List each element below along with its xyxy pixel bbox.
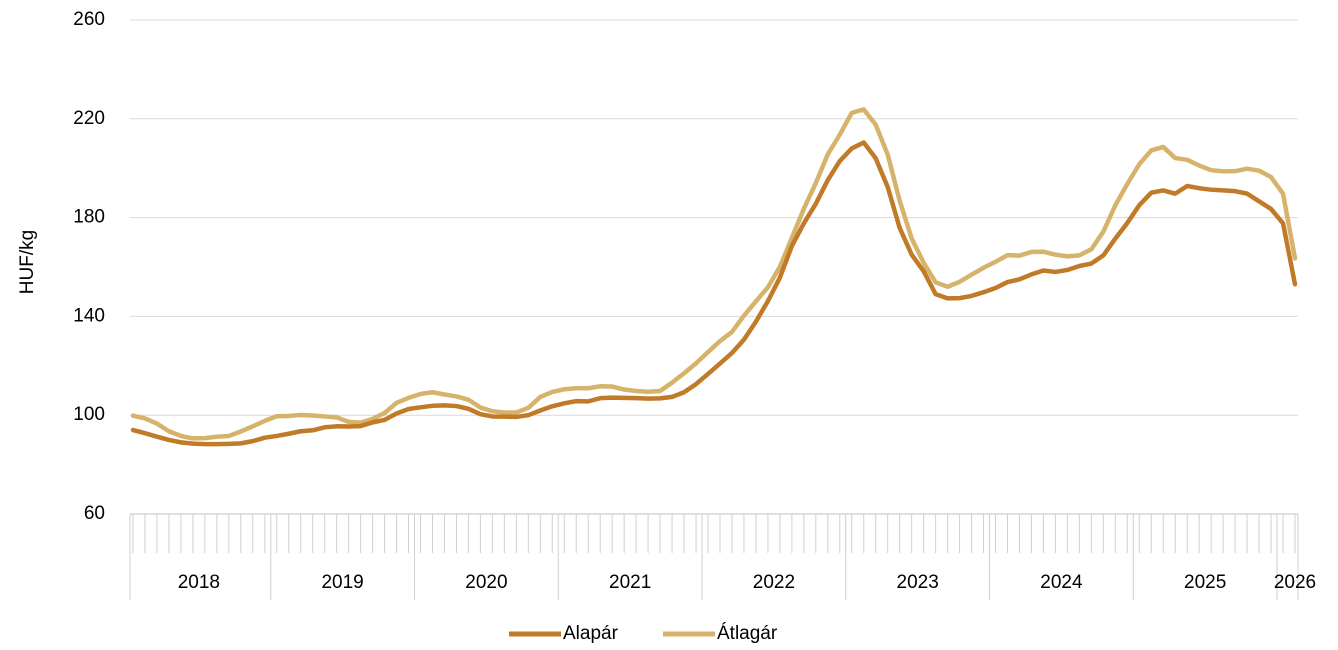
series-lines [130,107,1298,447]
legend: Alapár Átlagár [509,623,778,644]
x-year-label: 2020 [465,572,507,593]
y-tick-label: 140 [73,305,105,326]
x-year-label: 2018 [178,572,220,593]
x-year-label: 2023 [897,572,939,593]
y-axis-title: HUF/kg [17,230,38,294]
x-year-label: 2019 [321,572,363,593]
series-line [130,107,1298,441]
x-year-label: 2024 [1040,572,1083,593]
y-tick-label: 260 [73,9,105,30]
series-line [130,140,1298,447]
y-axis-tick-labels: 60 100 140 180 220 260 [73,9,105,524]
x-year-label: 2022 [753,572,795,593]
x-year-label: 2026 [1274,572,1316,593]
gridlines [130,19,1298,515]
y-tick-label: 180 [73,207,105,228]
x-year-label: 2021 [609,572,651,593]
y-tick-label: 220 [73,108,105,129]
y-tick-label: 60 [84,503,105,524]
x-year-label: 2025 [1184,572,1226,593]
x-axis: 2018 2019 2020 2021 2022 2023 2024 2025 2026 [129,514,1316,600]
y-tick-label: 100 [73,404,105,425]
legend-label: Átlagár [717,623,778,644]
legend-label: Alapár [563,623,619,644]
